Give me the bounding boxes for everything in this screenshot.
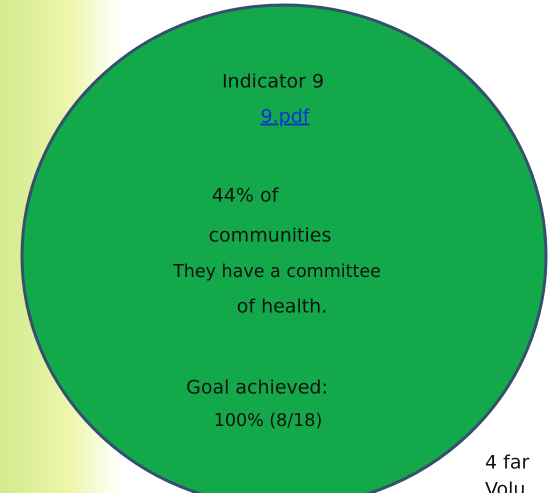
text-line: communities xyxy=(209,225,332,247)
indicator-title: Indicator 9 xyxy=(222,71,324,93)
text-line: of health. xyxy=(237,296,328,318)
goal-value: 100% (8/18) xyxy=(214,411,323,431)
cropped-text: 4 far xyxy=(485,452,529,474)
text-line: 44% of xyxy=(212,185,280,207)
text-line: They have a committee xyxy=(172,262,381,282)
pdf-link[interactable]: 9.pdf xyxy=(261,106,311,128)
goal-label: Goal achieved: xyxy=(186,377,328,399)
cropped-text: Volu xyxy=(485,479,525,493)
green-ellipse xyxy=(20,3,548,493)
